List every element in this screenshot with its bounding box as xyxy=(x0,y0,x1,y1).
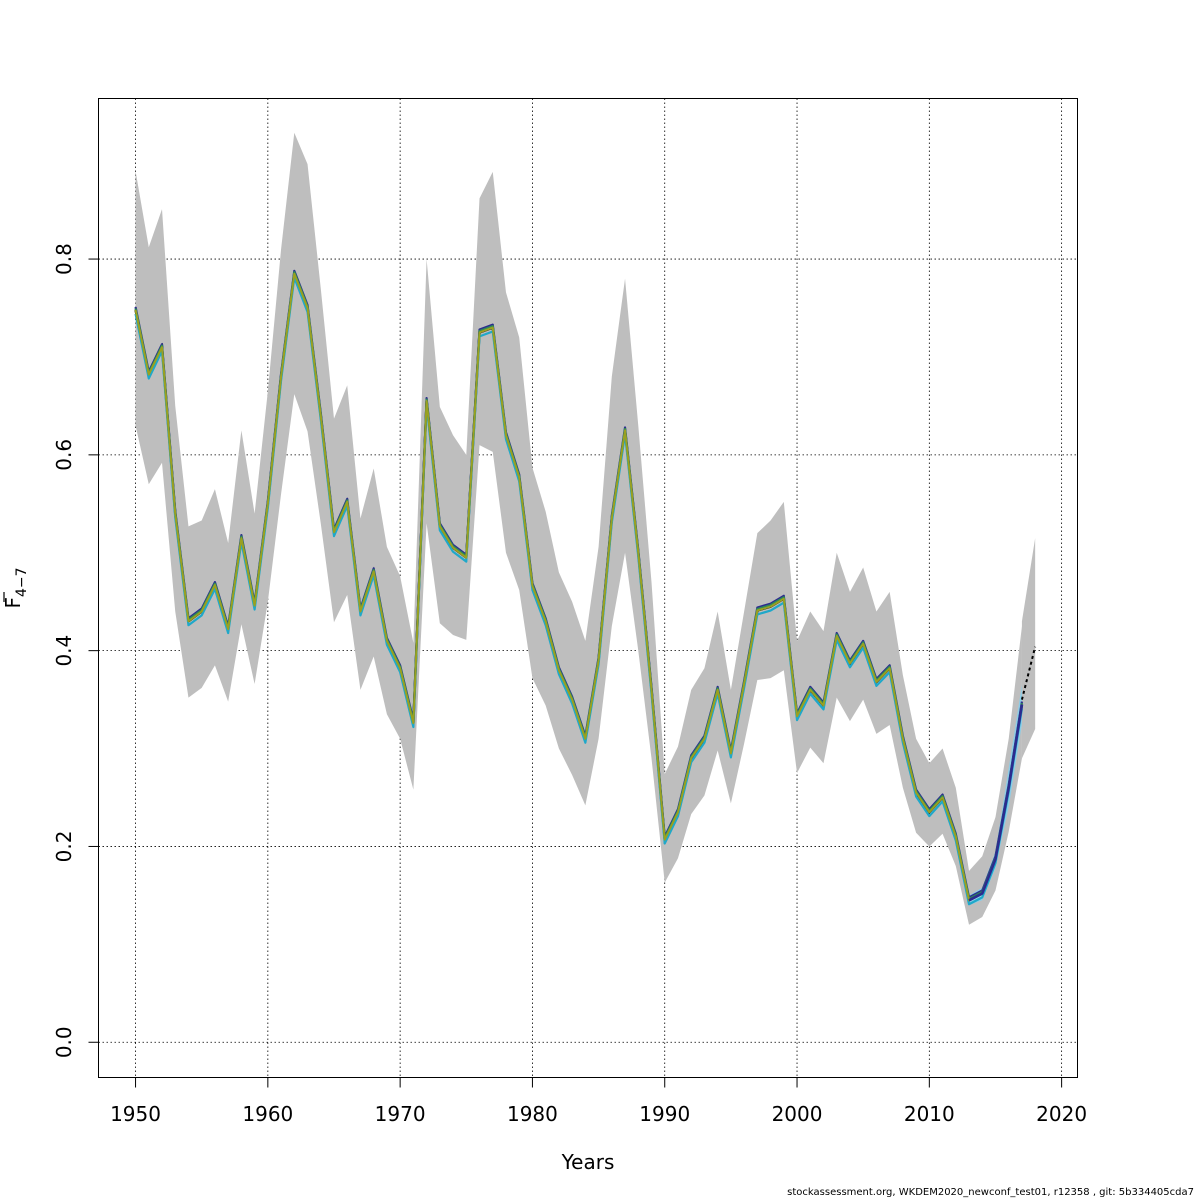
confidence-band xyxy=(135,132,1022,925)
axes: 1950 1960 1970 1980 1990 2000 2010 2020 0.0 0.2 0.… xyxy=(52,243,1087,1126)
footer-credit: stockassessment.org, WKDEM2020_newconf_t… xyxy=(787,1187,1194,1198)
forecast-band xyxy=(1021,538,1036,759)
x-tick-label: 1980 xyxy=(507,1102,558,1126)
x-tick-label: 2010 xyxy=(904,1102,955,1126)
y-axis-title-base: F xyxy=(1,597,25,609)
y-axis-title-subscript: 4−7 xyxy=(14,567,30,597)
retro-tail-line xyxy=(968,704,1024,902)
x-tick-label: 1960 xyxy=(242,1102,293,1126)
y-tick-label: 0.4 xyxy=(52,635,76,667)
y-tick-label: 0.0 xyxy=(52,1026,76,1058)
series-lines xyxy=(134,269,1037,906)
x-tick-label: 2000 xyxy=(772,1102,823,1126)
x-tick-label: 2020 xyxy=(1036,1102,1087,1126)
svg-text:F4−7: F4−7 xyxy=(1,567,30,608)
y-axis-title: F4−7 xyxy=(1,567,30,608)
y-tick-label: 0.8 xyxy=(52,243,76,275)
x-tick-label: 1950 xyxy=(110,1102,161,1126)
y-tick-label: 0.2 xyxy=(52,831,76,863)
retro-line-olive xyxy=(134,272,1023,902)
confidence-bands xyxy=(135,132,1036,925)
x-axis-title: Years xyxy=(561,1150,615,1174)
y-tick-label: 0.6 xyxy=(52,439,76,471)
x-tick-label: 1990 xyxy=(639,1102,690,1126)
x-tick-label: 1970 xyxy=(375,1102,426,1126)
